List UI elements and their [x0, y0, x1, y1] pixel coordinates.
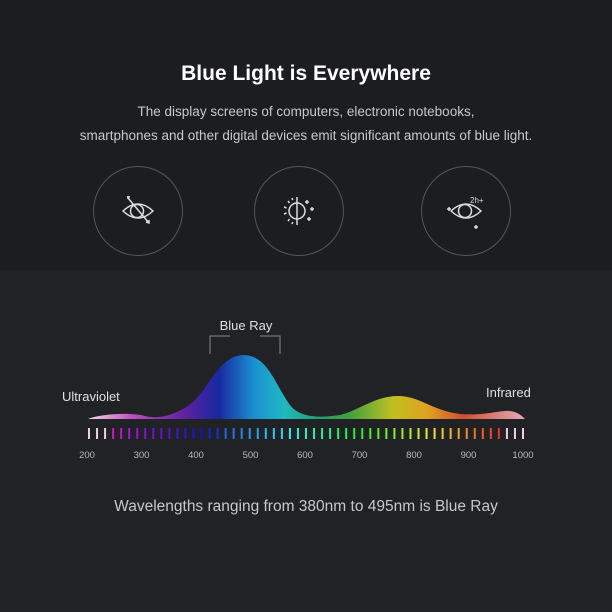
spectrum-tick [280, 428, 283, 439]
spectrum-tick [497, 428, 500, 439]
axis-tick-label: 400 [188, 450, 204, 461]
eye-arrow-badge [93, 166, 183, 256]
spectrum-tick [409, 428, 412, 439]
spectrum-tick [329, 428, 332, 439]
axis-tick-label: 900 [461, 450, 477, 461]
spectrum-tick [120, 428, 123, 439]
spectrum-tick [136, 428, 139, 439]
duration-text: 2h+ [470, 196, 484, 205]
spectrum-tick [513, 428, 516, 439]
infrared-label: Infrared [486, 385, 531, 400]
spectrum-tick [369, 428, 372, 439]
spectrum-tick [473, 428, 476, 439]
spectrum-tick [176, 428, 179, 439]
axis-tick-label: 1000 [512, 450, 533, 461]
blue-ray-bracket [209, 335, 281, 354]
axis-tick-label: 500 [243, 450, 259, 461]
spectrum-tick [305, 428, 307, 439]
spectrum-tick [104, 428, 107, 439]
spectrum-tick [313, 428, 316, 439]
sun-badge [254, 166, 344, 256]
axis-tick-label: 300 [134, 450, 150, 461]
spectrum-tick [288, 428, 291, 439]
spectrum-tick [441, 428, 444, 439]
spectrum-tick [489, 428, 492, 439]
subtitle-line-1: The display screens of computers, electr… [137, 104, 475, 119]
spectrum-tick [224, 428, 227, 439]
spectrum-tick [248, 428, 251, 439]
blue-ray-label: Blue Ray [220, 318, 273, 333]
spectrum-tick [361, 428, 364, 439]
spectrum-tick [96, 428, 99, 439]
spectrum-tick [353, 428, 356, 439]
spectrum-tick [449, 428, 452, 439]
spectrum-curve [88, 355, 525, 419]
sun-brightness-icon [283, 197, 314, 225]
spectrum-tick [240, 428, 243, 439]
spectrum-tick [481, 428, 484, 439]
spectrum-tick [321, 428, 324, 439]
spectrum-tick [417, 428, 420, 439]
spectrum-tick [168, 428, 171, 439]
eye-time-badge: 2h+ [421, 166, 511, 256]
spectrum-section [0, 270, 612, 612]
spectrum-tick [128, 428, 131, 439]
eye-arrow-icon [121, 196, 155, 225]
spectrum-tick [208, 428, 211, 439]
spectrum-tick [216, 428, 219, 439]
eye-2h-icon: 2h+ [447, 196, 484, 229]
spectrum-tick [232, 428, 235, 439]
spectrum-tick [184, 428, 187, 439]
axis-tick-label: 800 [406, 450, 422, 461]
spectrum-tick [112, 428, 115, 439]
spectrum-tick [192, 428, 195, 439]
ultraviolet-label: Ultraviolet [62, 389, 120, 404]
spectrum-tick [88, 428, 90, 439]
spectrum-tick [337, 428, 340, 439]
spectrum-tick [272, 428, 275, 439]
spectrum-tick [160, 428, 163, 439]
subtitle-line-2: smartphones and other digital devices em… [79, 128, 533, 143]
spectrum-tick [505, 428, 508, 439]
spectrum-tick [465, 428, 468, 439]
axis-tick-label: 700 [352, 450, 368, 461]
spectrum-tick [457, 428, 460, 439]
spectrum-tick [385, 428, 388, 439]
spectrum-tick [144, 428, 147, 439]
spectrum-tick [522, 428, 524, 439]
spectrum-tick [377, 428, 380, 439]
spectrum-tick [152, 428, 155, 439]
spectrum-tick [264, 428, 267, 439]
spectrum-tick [425, 428, 428, 439]
axis-tick-label: 200 [79, 450, 95, 461]
spectrum-tick [200, 428, 203, 439]
spectrum-tick [296, 428, 299, 439]
spectrum-tick [345, 428, 348, 439]
axis-labels: 200 300 400 500 600 700 800 900 1000 [79, 450, 534, 461]
spectrum-tick [393, 428, 396, 439]
spectrum-tick [401, 428, 404, 439]
page-title: Blue Light is Everywhere [181, 62, 431, 85]
spectrum-tick [433, 428, 436, 439]
spectrum-ticks [88, 428, 524, 439]
axis-tick-label: 600 [297, 450, 313, 461]
spectrum-tick [256, 428, 259, 439]
footer-caption: Wavelengths ranging from 380nm to 495nm … [114, 498, 498, 515]
